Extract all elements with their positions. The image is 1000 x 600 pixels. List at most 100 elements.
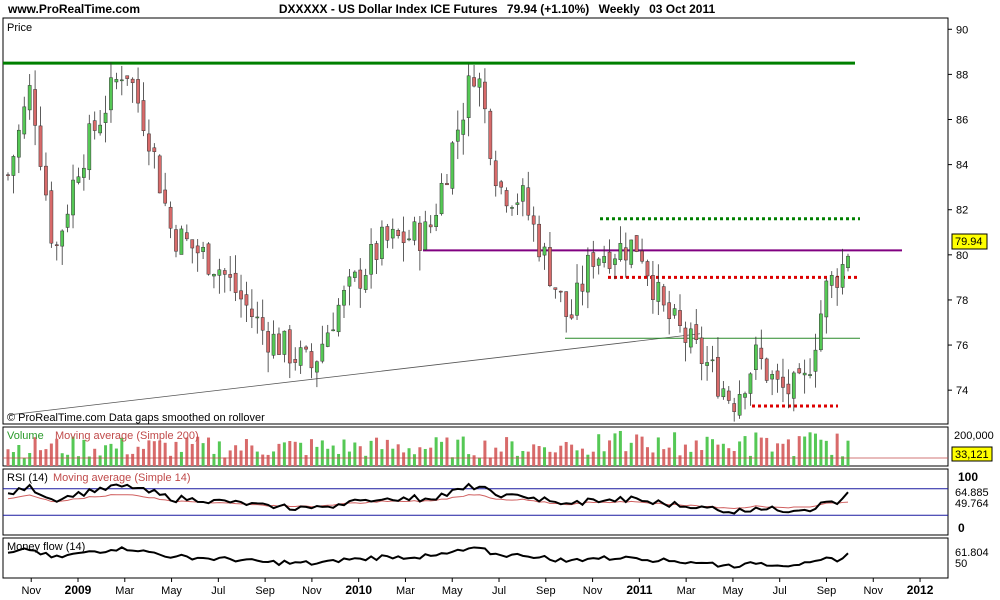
volume-bar [521,451,525,466]
volume-bar [564,441,568,466]
candle [130,77,135,103]
candle [770,370,774,396]
candle [602,245,606,268]
x-tick-label: Sep [817,585,837,597]
site-name[interactable]: www.ProRealTime.com [8,2,141,16]
volume-bar [22,457,26,466]
volume-bar [467,454,471,466]
x-tick-label: Nov [302,585,322,597]
volume-bar [315,446,319,466]
x-tick-label: Mar [396,585,415,597]
symbol-name: DXXXXX - US Dollar Index ICE Futures [278,2,498,16]
candle [548,232,552,288]
candle [157,154,162,194]
candle [656,264,661,316]
candle [553,287,558,299]
date-label: 03 Oct 2011 [649,2,716,16]
volume-bar [683,444,687,466]
y-tick-label: 80 [956,250,968,262]
x-tick-label: Nov [583,585,603,597]
candle [835,268,840,306]
volume-bar [169,455,173,466]
chart-title: DXXXXX - US Dollar Index ICE Futures 79.… [0,2,1000,16]
volume-bar [738,441,742,466]
x-tick-label: Sep [536,585,556,597]
candle [542,242,547,270]
candle [596,257,601,275]
volume-bar [830,454,834,466]
volume-bar [49,443,53,466]
candle [412,216,417,246]
candle [423,210,428,251]
volume-bar [93,448,97,466]
volume-bar [673,432,677,466]
y-tick-label: 90 [956,24,968,36]
volume-bar [282,442,286,466]
candle [564,291,569,333]
candle [640,238,644,264]
mfi-line [7,546,849,569]
candle [759,329,764,370]
volume-bar [651,452,655,466]
candle [510,205,514,216]
candle [184,224,189,242]
volume-bar [331,445,335,466]
volume-bar [548,451,552,466]
period-label: Weekly [598,2,640,16]
volume-bar [82,439,86,466]
volume-bar [141,448,145,466]
y-tick-label: 88 [956,69,968,81]
volume-bar [711,439,715,466]
volume-bar [104,445,108,466]
volume-bar [727,448,731,466]
candle [667,290,672,335]
candle [472,65,476,88]
volume-bar [174,441,178,466]
candle [661,283,666,312]
x-tick-label: 2009 [65,583,92,597]
candle [396,228,401,239]
rsi-panel[interactable] [2,468,949,536]
candle [434,203,438,232]
candle [309,343,314,379]
volume-scale-label: 200,000 [954,430,994,442]
candle [141,82,146,137]
volume-bar [553,452,557,466]
candle [331,312,336,332]
candle [82,154,86,191]
candle [22,96,27,139]
candle [618,226,623,262]
volume-bar [207,437,211,466]
candle [455,110,460,160]
candle [76,167,81,185]
volume-bar [244,439,248,466]
candle [92,111,97,140]
volume-bar [770,451,774,466]
candle [390,218,395,249]
candle [217,258,222,294]
candle [222,268,227,293]
volume-bar [179,451,183,466]
volume-bar [418,447,422,466]
volume-bar [689,451,693,466]
mfi-panel[interactable] [2,537,949,579]
candle [239,274,243,318]
rsi-line [7,482,849,515]
volume-bar [532,444,536,466]
candle [380,220,384,266]
rsi-panel-title: RSI (14) [7,472,48,484]
candle [298,340,303,374]
volume-bar [499,451,503,466]
volume-bar [618,430,622,466]
volume-ma-title: Moving average (Simple 200) [55,430,199,442]
candle [699,326,704,381]
volume-bar [299,442,303,466]
volume-bar [803,436,807,466]
volume-bar [721,443,725,466]
volume-bar [591,451,595,466]
candle [87,114,92,180]
y-tick-label: 76 [956,340,968,352]
volume-bar [309,439,313,466]
volume-bar [662,449,666,466]
